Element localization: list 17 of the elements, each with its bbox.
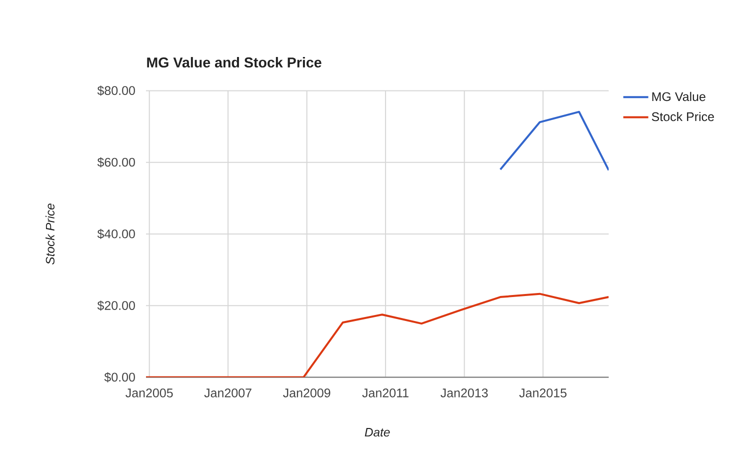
x-tick-label: Jan2009 (283, 388, 330, 398)
y-tick-label: $60.00 (97, 157, 135, 168)
legend-label: MG Value (652, 92, 706, 102)
line-series (499, 110, 609, 172)
x-tick-label: Jan2005 (126, 388, 173, 398)
x-tick-label: Jan2007 (204, 388, 252, 398)
x-tick-label: Jan2011 (362, 388, 408, 398)
legend-label: Stock Price (652, 112, 714, 122)
y-tick-label: $0.00 (104, 372, 135, 382)
y-tick-label: $40.00 (97, 228, 135, 240)
y-tick-label: $80.00 (97, 86, 135, 96)
x-tick-label: Jan2013 (440, 388, 488, 398)
x-tick-label: Jan2015 (519, 388, 566, 398)
y-axis-title: Stock Price (46, 204, 54, 264)
x-axis-title: Date (364, 428, 390, 437)
chart-title: MG Value and Stock Price (147, 57, 322, 68)
y-tick-label: $20.00 (97, 300, 135, 311)
